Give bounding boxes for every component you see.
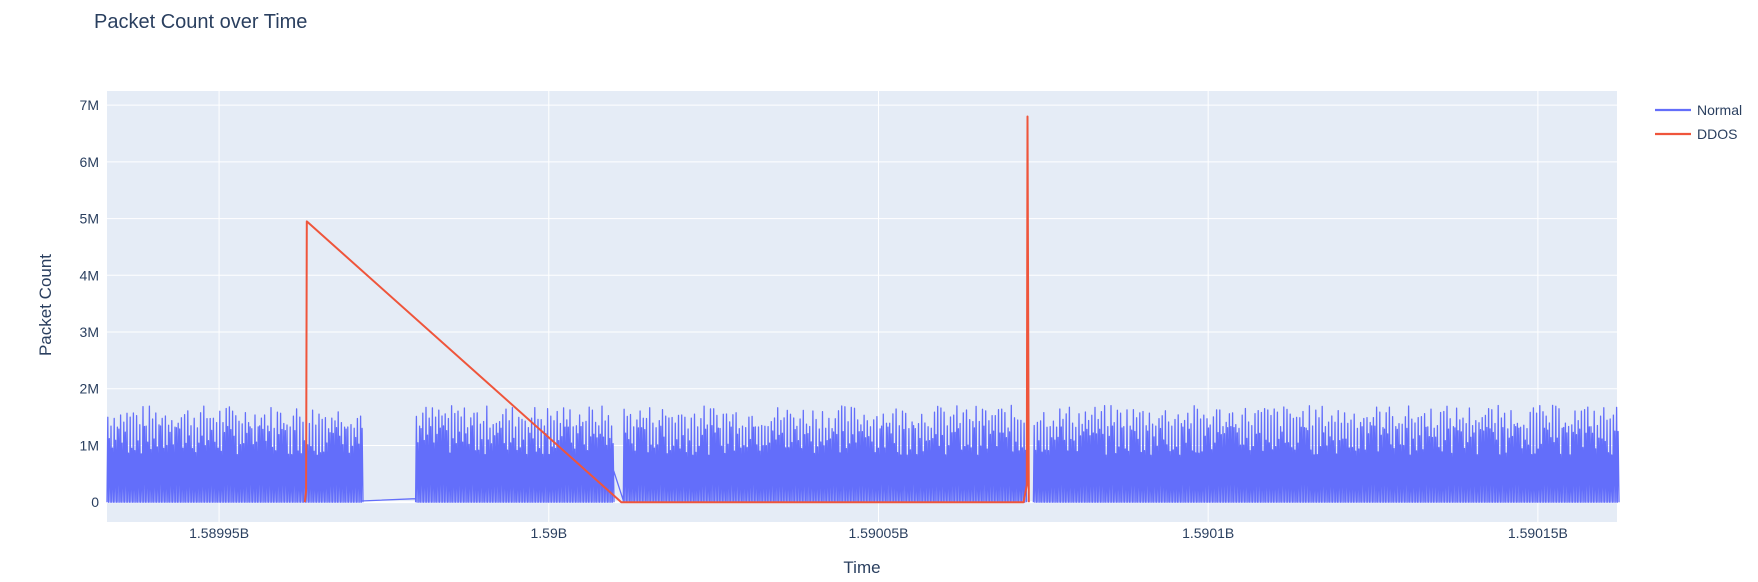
legend-label: DDOS xyxy=(1697,126,1737,142)
chart-title: Packet Count over Time xyxy=(94,11,307,33)
y-tick-label: 3M xyxy=(80,324,99,340)
y-axis-title: Packet Count xyxy=(36,254,55,356)
x-tick-label: 1.59B xyxy=(530,525,567,541)
y-tick-label: 1M xyxy=(80,437,99,453)
y-tick-label: 7M xyxy=(80,97,99,113)
x-tick-label: 1.59015B xyxy=(1508,525,1568,541)
x-tick-label: 1.59005B xyxy=(849,525,909,541)
y-tick-label: 2M xyxy=(80,381,99,397)
y-tick-label: 4M xyxy=(80,267,99,283)
series-ddos-line xyxy=(303,115,1030,504)
y-tick-label: 6M xyxy=(80,154,99,170)
legend[interactable]: Normal DDOS xyxy=(1655,102,1742,142)
tick-labels: 0 1M 2M 3M 4M 5M 6M 7M 1.58995B 1.59B 1.59005B 1.59… xyxy=(80,97,1568,541)
x-tick-label: 1.5901B xyxy=(1182,525,1234,541)
y-tick-label: 5M xyxy=(80,211,99,227)
legend-item-normal[interactable]: Normal xyxy=(1655,102,1742,118)
legend-item-ddos[interactable]: DDOS xyxy=(1655,126,1737,142)
y-tick-label: 0 xyxy=(91,494,99,510)
legend-label: Normal xyxy=(1697,102,1742,118)
x-tick-label: 1.58995B xyxy=(189,525,249,541)
series-layer xyxy=(106,115,1620,504)
x-axis-title: Time xyxy=(843,558,880,577)
